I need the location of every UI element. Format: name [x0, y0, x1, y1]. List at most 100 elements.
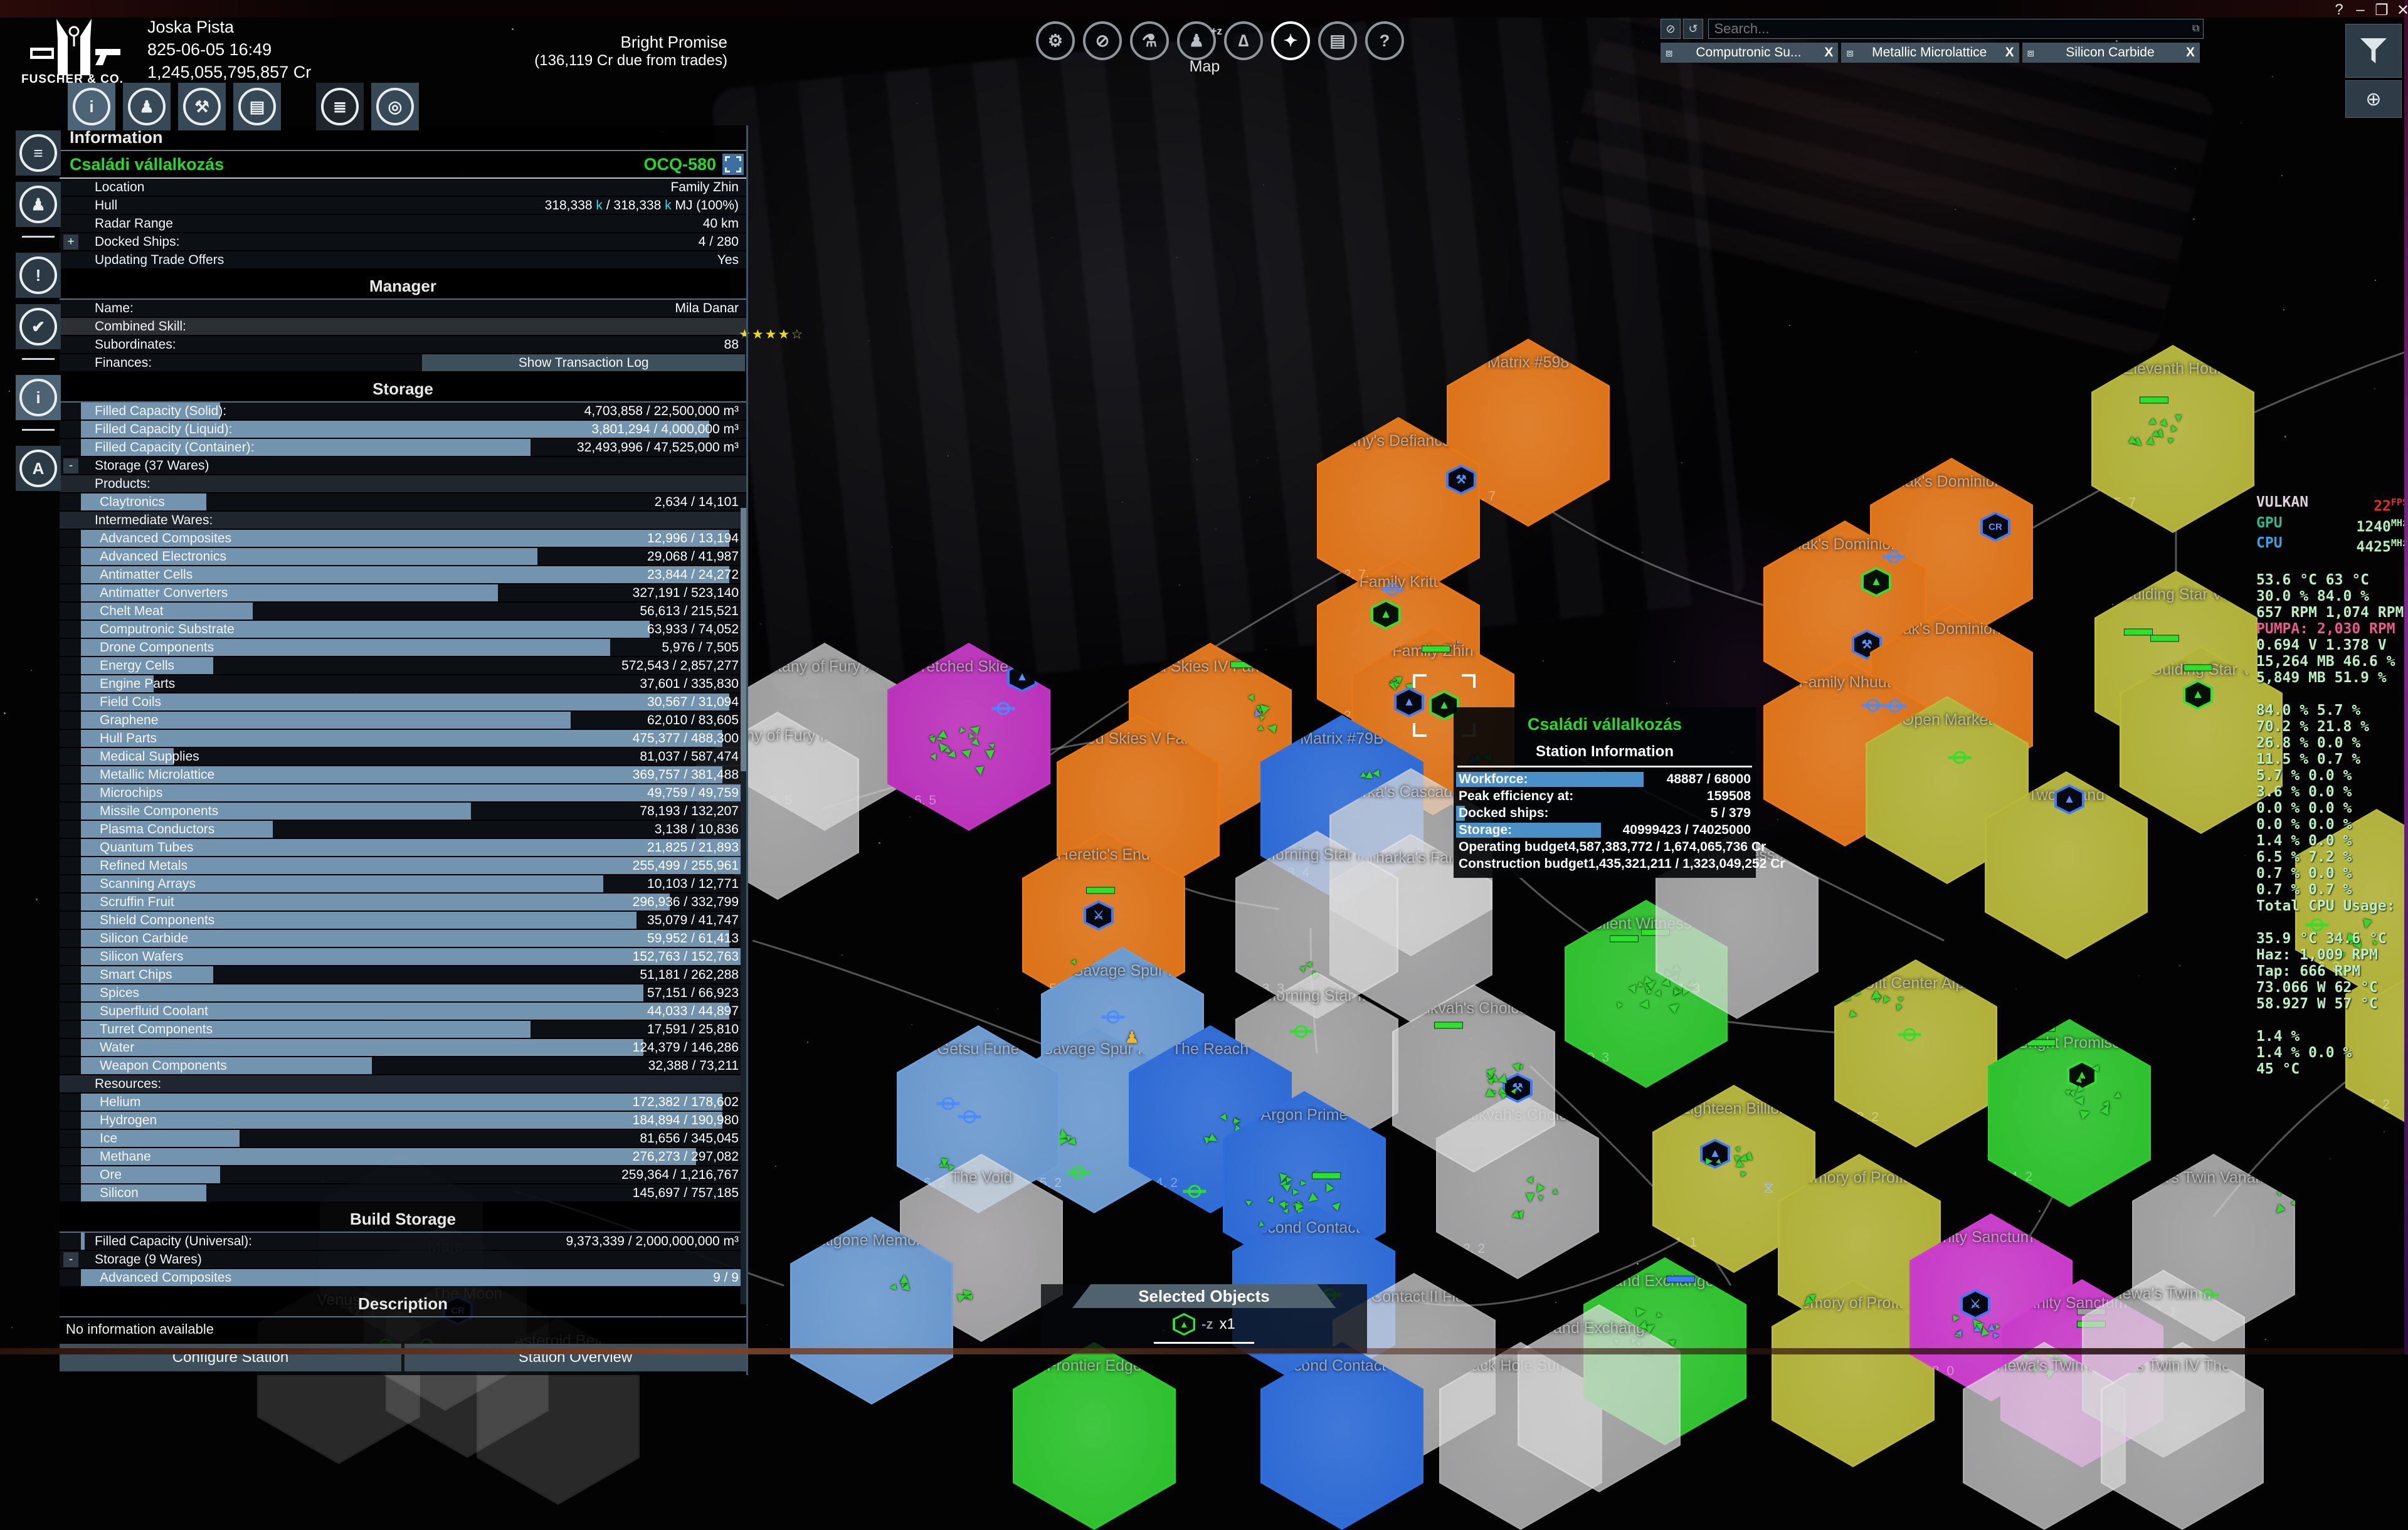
ware-row[interactable]: Silicon Wafers 152,763 / 152,763: [60, 948, 746, 965]
gate-icon[interactable]: [942, 1097, 955, 1111]
rail-alerts-button[interactable]: !: [16, 253, 61, 298]
ware-row[interactable]: Medical Supplies 81,037 / 587,474: [60, 748, 746, 765]
ware-row[interactable]: Ore 259,364 / 1,216,767: [60, 1166, 746, 1183]
ware-row[interactable]: Chelt Meat 56,613 / 215,521: [60, 603, 746, 620]
ware-row[interactable]: Silicon Carbide 59,952 / 61,413: [60, 930, 746, 947]
station-name-row[interactable]: Családi vállalkozás OCQ-580: [60, 151, 746, 179]
toolbar-book-icon[interactable]: ▤: [1318, 21, 1357, 60]
ship-icon[interactable]: ▲: [2173, 413, 2185, 425]
tab-info[interactable]: i: [68, 83, 115, 130]
rail-personnel-button[interactable]: ♟: [16, 182, 61, 227]
rail-info-button[interactable]: i: [16, 375, 61, 420]
ware-row[interactable]: Spices 57,151 / 66,923: [60, 984, 746, 1001]
ship-icon[interactable]: ▲: [937, 1156, 951, 1169]
info-row[interactable]: Location Family Zhin: [60, 179, 746, 196]
ship-icon[interactable]: ▲: [1064, 1134, 1072, 1143]
toolbar-help-icon[interactable]: ?: [1365, 21, 1404, 60]
ware-row[interactable]: Hull Parts 475,377 / 488,300: [60, 730, 746, 747]
ship-icon[interactable]: ▲: [1232, 1116, 1242, 1126]
info-row[interactable]: Updating Trade Offers Yes: [60, 251, 746, 268]
toolbar-no-ship-icon[interactable]: ⊘: [1083, 21, 1122, 60]
ship-icon[interactable]: ▲: [2288, 1186, 2299, 1197]
ship-icon[interactable]: ▲: [1838, 991, 1847, 1001]
filter-chip-close[interactable]: X: [2005, 45, 2014, 60]
ware-row[interactable]: Quantum Tubes 21,825 / 21,893: [60, 839, 746, 856]
ship-icon[interactable]: ▲: [1509, 1206, 1524, 1221]
ware-row[interactable]: Helium 172,382 / 178,602: [60, 1094, 746, 1111]
map-center-button[interactable]: ⊕: [2345, 80, 2402, 118]
ship-icon[interactable]: ▲: [897, 1271, 911, 1285]
ship-icon[interactable]: ▲: [982, 747, 998, 763]
capacity-row[interactable]: Filled Capacity (Container): 32,493,996 /…: [60, 439, 746, 456]
ware-row[interactable]: Missile Components 78,193 / 132,207: [60, 803, 746, 820]
capacity-row[interactable]: Filled Capacity (Liquid): 3,801,294 / 4,0…: [60, 421, 746, 438]
search-box[interactable]: ⧉: [1708, 19, 2204, 39]
gate-icon[interactable]: [1107, 1011, 1120, 1024]
expand-toggle[interactable]: -: [63, 1252, 78, 1267]
ware-row[interactable]: Energy Cells 572,543 / 2,857,277: [60, 657, 746, 674]
search-history-icon[interactable]: ↺: [1683, 19, 1703, 39]
ship-icon[interactable]: ▲: [1522, 1190, 1537, 1206]
ship-icon[interactable]: ▲: [2143, 433, 2158, 448]
ship-icon[interactable]: ▲: [2071, 1092, 2086, 1108]
ware-row[interactable]: Antimatter Cells 23,844 / 24,272: [60, 566, 746, 583]
info-row[interactable]: + Docked Ships: 4 / 280: [60, 233, 746, 250]
ship-icon[interactable]: ▲: [1951, 1312, 1963, 1324]
sector-hex[interactable]: Wretched Skies X -6, 5 ▲ ▲ ▲ ▲ ▲ ▲ ▲ ▲ ▲ ▲ ▲ ▲ ▲ ▲ ▲ ▲ ▲: [887, 643, 1050, 831]
search-end-icon[interactable]: ⧉: [2192, 23, 2203, 34]
toolbar-crew-icon[interactable]: ♟ +z: [1177, 21, 1216, 60]
ware-row[interactable]: Claytronics 2,634 / 14,101: [60, 493, 746, 510]
ship-icon[interactable]: ▲: [1974, 1320, 1988, 1334]
ship-icon[interactable]: ▲: [1837, 988, 1854, 1005]
filter-chip[interactable]: ⧈ Computronic Su... X: [1661, 43, 1838, 63]
ware-row[interactable]: Scanning Arrays 10,103 / 12,771: [60, 875, 746, 892]
ware-row[interactable]: Computronic Substrate 63,933 / 74,052: [60, 621, 746, 638]
ship-icon[interactable]: ▲: [1954, 1328, 1964, 1338]
ware-row[interactable]: Field Coils 30,567 / 31,094: [60, 694, 746, 710]
ware-row[interactable]: Water 124,379 / 146,286: [60, 1039, 746, 1056]
ware-row[interactable]: Silicon 145,697 / 757,185: [60, 1184, 746, 1201]
panel-scrollbar[interactable]: [741, 508, 746, 1304]
manager-skill-row[interactable]: Combined Skill: ★★★★☆: [60, 318, 746, 335]
rail-autopilot-button[interactable]: A: [16, 446, 61, 491]
ware-row[interactable]: Metallic Microlattice 369,757 / 381,488: [60, 766, 746, 783]
scrollbar-thumb[interactable]: [741, 508, 746, 771]
build-group-row[interactable]: - Storage (9 Wares): [60, 1251, 746, 1268]
build-capacity-row[interactable]: Filled Capacity (Universal): 9,373,339 / …: [60, 1233, 746, 1250]
ware-row[interactable]: Engine Parts 37,601 / 335,830: [60, 675, 746, 692]
toolbar-gear-icon[interactable]: ⚙: [1036, 21, 1075, 60]
locate-station-icon[interactable]: [722, 154, 744, 175]
filter-chip[interactable]: ⧈ Metallic Microlattice X: [1841, 43, 2019, 63]
ware-row[interactable]: Antimatter Converters 327,191 / 523,140: [60, 584, 746, 601]
restore-button[interactable]: ❐: [2374, 1, 2389, 19]
capacity-row[interactable]: Filled Capacity (Solid): 4,703,858 / 22,5…: [60, 403, 746, 419]
ware-row[interactable]: Microchips 49,759 / 49,759: [60, 784, 746, 801]
ship-icon[interactable]: ▲: [1703, 1156, 1715, 1168]
manager-subordinates-row[interactable]: Subordinates: 88: [60, 336, 746, 353]
tab-list[interactable]: ≣: [316, 83, 364, 130]
sector-hex[interactable]: Frontier Edge: [1013, 1342, 1176, 1530]
storage-group-row[interactable]: - Storage (37 Wares): [60, 457, 746, 474]
ship-icon[interactable]: ▲: [887, 1282, 899, 1293]
ware-row[interactable]: Drone Components 5,976 / 7,505: [60, 639, 746, 656]
sector-hex[interactable]: Bright Promise 4, 2 ▲ ▲ ▲ ▲ ▲ ▲ ▲ ▲ ▲ ▲ ▲: [1988, 1019, 2151, 1207]
manager-finances-row[interactable]: Finances: Show Transaction Log: [60, 354, 746, 371]
ware-row[interactable]: Advanced Composites 12,996 / 13,194: [60, 530, 746, 547]
ship-icon[interactable]: ▲: [1256, 1219, 1266, 1229]
show-transaction-log-button[interactable]: Show Transaction Log: [422, 354, 745, 371]
filter-chip-close[interactable]: X: [1824, 45, 1833, 60]
sector-hex[interactable]: Eleventh Hour 5, 7 ▲ ▲ ▲ ▲ ▲ ▲ ▲ ▲ ▲ ▲: [2091, 345, 2254, 533]
gate-icon[interactable]: [997, 702, 1010, 715]
ship-icon[interactable]: ▲: [1363, 768, 1376, 781]
ware-row[interactable]: Weapon Components 32,388 / 73,211: [60, 1057, 746, 1074]
ship-icon[interactable]: ▲: [1636, 997, 1652, 1013]
search-clear-icon[interactable]: ⊘: [1661, 19, 1681, 39]
tab-camera[interactable]: ◎: [371, 83, 419, 130]
tab-storage[interactable]: ▤: [233, 83, 281, 130]
rail-missions-button[interactable]: ✔: [16, 304, 61, 349]
gate-icon[interactable]: [1903, 1028, 1916, 1042]
ware-row[interactable]: Scruffin Fruit 296,936 / 332,799: [60, 894, 746, 910]
ware-row[interactable]: Refined Metals 255,499 / 255,961: [60, 857, 746, 874]
gate-icon[interactable]: [963, 1111, 976, 1124]
ware-row[interactable]: Advanced Electronics 29,068 / 41,987: [60, 548, 746, 565]
